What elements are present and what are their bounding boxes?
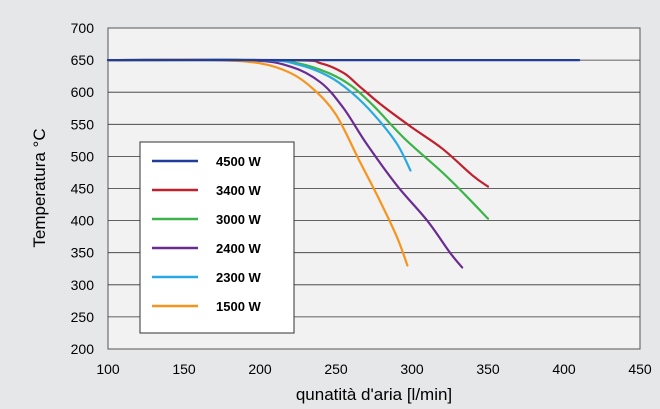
- legend: 4500 W 3400 W 3000 W 2400 W 2300 W 1500 W: [139, 141, 295, 334]
- x-tick-label: 150: [172, 361, 196, 377]
- legend-label: 4500 W: [216, 154, 262, 169]
- y-tick-label: 600: [71, 84, 95, 100]
- legend-box: [139, 141, 295, 334]
- x-tick-label: 350: [476, 361, 500, 377]
- y-tick-labels: 200 250 300 350 400 450 500 550 600 650 700: [71, 20, 95, 357]
- legend-items: 4500 W 3400 W 3000 W 2400 W 2300 W 1500 W: [152, 154, 262, 314]
- y-tick-label: 250: [71, 309, 95, 325]
- x-tick-label: 200: [248, 361, 272, 377]
- y-tick-label: 550: [71, 116, 95, 132]
- y-tick-label: 300: [71, 277, 95, 293]
- legend-label: 3400 W: [216, 183, 262, 198]
- x-tick-label: 250: [324, 361, 348, 377]
- x-axis-label: qunatità d'aria [l/min]: [296, 385, 452, 404]
- y-axis-label: Temperatura °C: [30, 128, 49, 247]
- series-lines: [106, 58, 581, 269]
- y-tick-label: 400: [71, 213, 95, 229]
- y-tick-label: 650: [71, 52, 95, 68]
- legend-label: 2300 W: [216, 270, 262, 285]
- y-tick-label: 450: [71, 181, 95, 197]
- legend-label: 2400 W: [216, 241, 262, 256]
- y-tick-label: 700: [71, 20, 95, 36]
- y-tick-label: 200: [71, 341, 95, 357]
- x-tick-label: 100: [96, 361, 120, 377]
- x-tick-label: 300: [400, 361, 424, 377]
- legend-label: 1500 W: [216, 299, 262, 314]
- y-tick-label: 500: [71, 148, 95, 164]
- legend-label: 3000 W: [216, 212, 262, 227]
- x-tick-labels: 100 150 200 250 300 350 400 450: [96, 361, 652, 377]
- x-tick-label: 450: [628, 361, 652, 377]
- x-tick-label: 400: [552, 361, 576, 377]
- y-tick-label: 350: [71, 245, 95, 261]
